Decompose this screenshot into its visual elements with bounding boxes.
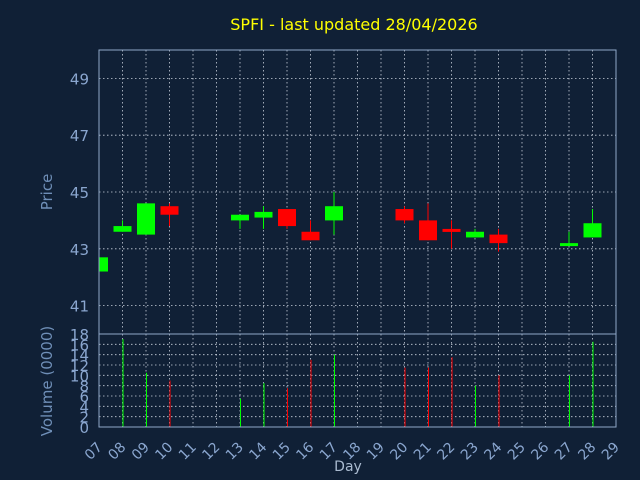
volume-tick-label: 10	[70, 367, 89, 385]
candle-body	[395, 209, 414, 221]
candle-body	[583, 223, 602, 238]
candle	[231, 214, 249, 229]
volume-axis-label: Volume (0000)	[38, 326, 56, 436]
price-tick-label: 47	[70, 127, 89, 145]
volume-bars	[122, 339, 594, 427]
price-tick-label: 45	[70, 184, 89, 202]
price-tick-label: 43	[70, 241, 89, 259]
candle	[278, 209, 296, 229]
chart-title: SPFI - last updated 28/04/2026	[230, 15, 477, 34]
price-tick-label: 49	[70, 70, 89, 88]
candle	[98, 257, 108, 272]
volume-tick-label: 6	[79, 388, 89, 406]
candle-body	[137, 203, 155, 235]
candle	[113, 220, 132, 232]
day-axis-label: Day	[334, 459, 362, 475]
candle-body	[466, 231, 484, 238]
candle	[466, 228, 484, 238]
volume-tick-label: 12	[70, 357, 89, 375]
candle-body	[99, 257, 108, 272]
candle-body	[442, 228, 461, 232]
volume-tick-label: 2	[79, 409, 89, 427]
price-candles	[98, 192, 602, 272]
candle	[301, 220, 320, 241]
candle	[489, 228, 508, 252]
volume-panel-frame	[98, 333, 617, 428]
candle	[442, 220, 461, 249]
price-tick-labels: 41 43 45 47 49	[70, 70, 89, 315]
candle	[325, 192, 343, 235]
candle-body	[301, 231, 320, 241]
candle-body	[325, 206, 343, 221]
candle-body	[254, 211, 273, 218]
candle	[583, 209, 602, 238]
volume-tick-label: 14	[70, 347, 89, 365]
volume-tick-label: 0	[79, 419, 89, 437]
candle-body	[419, 220, 437, 241]
volume-tick-label: 18	[70, 326, 89, 344]
candle	[137, 203, 155, 235]
candle	[254, 206, 273, 229]
candle-body	[113, 226, 132, 232]
candle	[395, 206, 414, 224]
candle-body	[160, 206, 179, 215]
panel-frames	[98, 49, 617, 428]
candle	[560, 231, 578, 247]
volume-tick-label: 16	[70, 336, 89, 354]
candle-body	[489, 234, 508, 244]
price-tick-label: 41	[70, 298, 89, 316]
volume-tick-label: 4	[79, 398, 89, 416]
price-axis-label: Price	[38, 174, 56, 211]
candle-body	[560, 243, 578, 247]
price-grid	[99, 50, 616, 334]
volume-tick-label: 8	[79, 378, 89, 396]
candle-body	[278, 209, 296, 227]
candle-body	[231, 214, 249, 221]
candle	[160, 203, 179, 227]
candle	[419, 203, 437, 241]
